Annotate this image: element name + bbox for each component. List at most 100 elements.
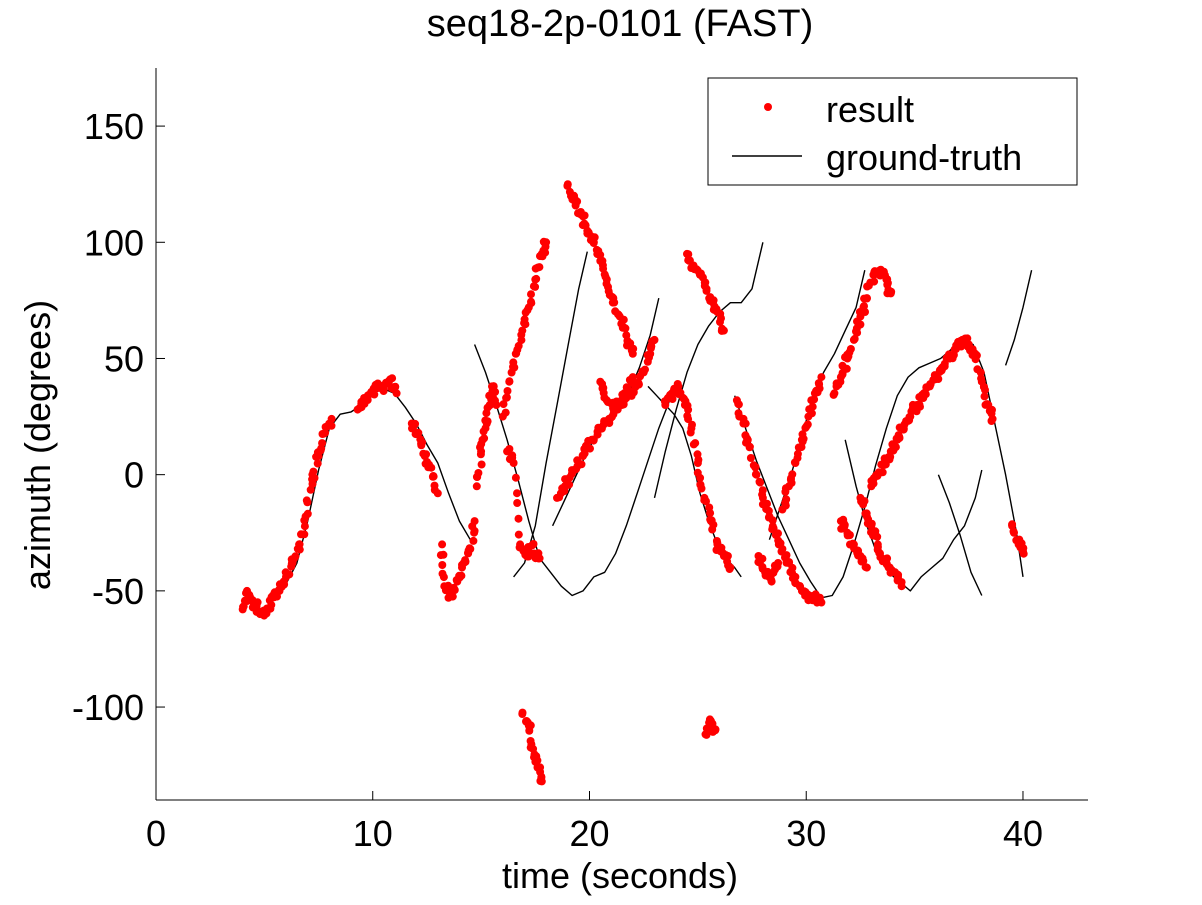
result-point — [641, 365, 649, 374]
result-point — [433, 489, 442, 498]
result-point — [505, 377, 514, 386]
y-tick-label: 150 — [84, 106, 144, 147]
result-point — [862, 563, 871, 572]
result-point — [798, 430, 807, 439]
result-point — [525, 726, 534, 735]
result-point — [788, 563, 797, 572]
result-point — [791, 572, 800, 581]
result-point — [439, 573, 448, 582]
result-point — [686, 428, 695, 437]
result-point — [751, 463, 760, 472]
result-point — [535, 554, 544, 563]
result-point — [702, 286, 711, 295]
result-point — [291, 552, 300, 561]
result-points — [238, 180, 1028, 786]
result-point — [745, 443, 754, 452]
result-point — [859, 500, 868, 509]
result-point — [438, 561, 447, 569]
result-point — [691, 439, 700, 448]
result-point — [577, 460, 586, 469]
result-point — [411, 419, 420, 428]
ground-truth-segment — [653, 242, 764, 499]
ground-truth-segment — [513, 251, 588, 578]
result-point — [815, 380, 824, 389]
result-point — [628, 349, 637, 358]
result-point — [303, 498, 312, 507]
y-tick-label: -50 — [92, 571, 144, 612]
y-axis-label: azimuth (degrees) — [17, 300, 58, 590]
result-point — [327, 414, 336, 423]
result-point — [870, 277, 879, 286]
result-point — [707, 295, 716, 304]
y-tick-label: 50 — [104, 338, 144, 379]
result-point — [817, 598, 826, 607]
result-point — [448, 592, 457, 601]
result-point — [758, 486, 767, 495]
result-point — [1019, 547, 1027, 556]
result-point — [509, 459, 518, 467]
result-point — [565, 473, 574, 482]
result-point — [542, 238, 551, 247]
ground-truth-segment — [551, 297, 660, 527]
result-point — [392, 389, 401, 398]
result-point — [596, 250, 605, 259]
x-tick-label: 30 — [786, 813, 826, 854]
result-point — [684, 250, 693, 259]
result-point — [563, 181, 572, 190]
result-point — [873, 532, 882, 541]
result-point — [474, 469, 483, 477]
result-point — [693, 459, 702, 467]
result-point — [859, 556, 868, 565]
result-point — [734, 400, 743, 409]
result-point — [963, 334, 972, 343]
result-point — [436, 551, 445, 560]
result-point — [533, 756, 542, 765]
result-point — [309, 467, 318, 476]
result-point — [470, 517, 479, 526]
ground-truth-lines — [274, 242, 1033, 601]
result-point — [622, 383, 631, 392]
result-point — [708, 525, 717, 534]
result-point — [782, 495, 791, 504]
result-point — [571, 201, 580, 210]
result-point — [527, 290, 535, 299]
result-point — [477, 460, 486, 469]
result-point — [829, 390, 838, 399]
result-point — [252, 602, 261, 610]
result-point — [628, 373, 637, 382]
result-point — [886, 289, 895, 298]
result-point — [535, 263, 544, 272]
result-point — [726, 563, 735, 572]
result-point — [743, 435, 752, 444]
result-point — [988, 414, 997, 423]
result-point — [746, 454, 755, 462]
result-point — [527, 297, 535, 306]
result-point — [501, 408, 510, 417]
result-point — [894, 431, 903, 440]
legend-ground-truth-label: ground-truth — [826, 137, 1022, 178]
result-point — [891, 443, 900, 452]
result-point — [480, 434, 489, 443]
chart-title: seq18-2p-0101 (FAST) — [427, 3, 814, 45]
result-point — [610, 298, 619, 307]
y-tick-label: -100 — [72, 687, 144, 728]
result-point — [838, 370, 847, 379]
result-point — [774, 529, 782, 538]
result-point — [684, 405, 693, 414]
result-point — [537, 777, 546, 786]
result-point — [532, 274, 541, 283]
result-point — [683, 411, 692, 420]
result-point — [303, 509, 312, 518]
result-point — [465, 544, 474, 553]
result-point — [845, 531, 854, 539]
x-axis-label: time (seconds) — [502, 855, 738, 896]
ground-truth-segment — [473, 344, 671, 597]
result-point — [499, 400, 508, 409]
result-point — [817, 373, 826, 382]
ground-truth-segment — [647, 385, 742, 578]
result-point — [518, 708, 527, 717]
result-point — [915, 400, 924, 409]
result-point — [650, 335, 659, 344]
